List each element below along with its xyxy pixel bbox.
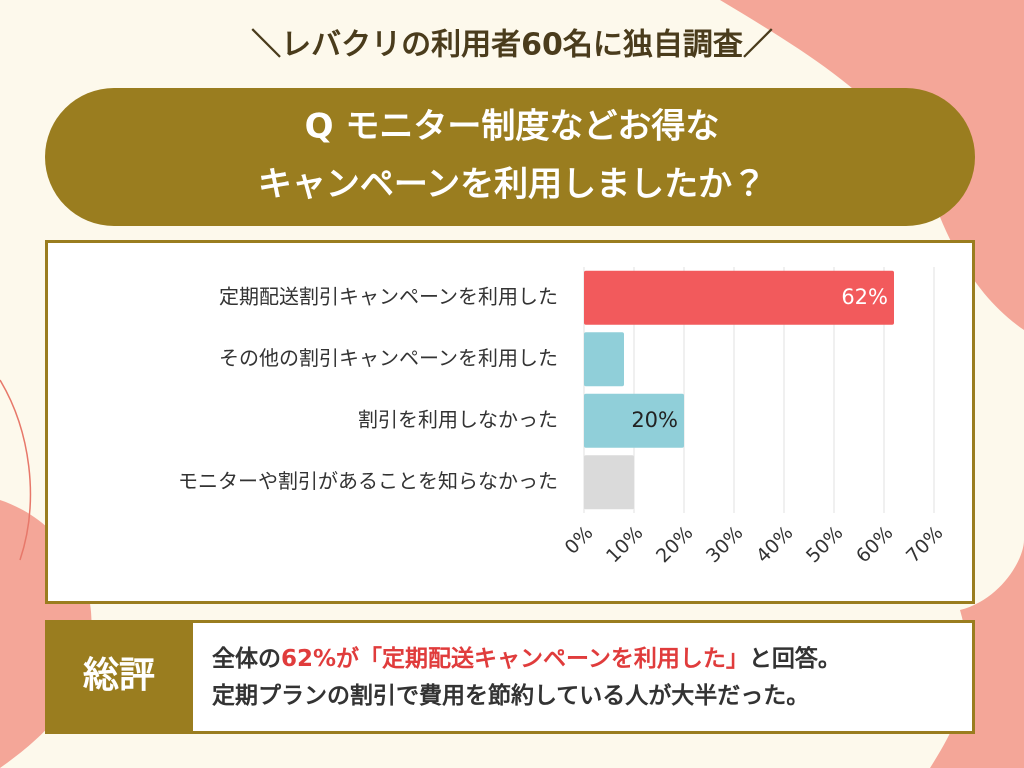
question-line: Q モニター制度などお得な: [305, 107, 720, 147]
question-banner: [45, 88, 975, 226]
decor-blob: [720, 0, 1024, 330]
bar: [584, 455, 634, 510]
summary-segment: 62%が「定期配送キャンペーンを利用した」: [281, 645, 749, 672]
summary-segment: と回答。: [749, 645, 841, 672]
summary-frame: [45, 620, 975, 734]
summary-line: 定期プランの割引で費用を節約している人が大半だった。: [212, 682, 809, 709]
bar: [584, 393, 684, 448]
summary-line: 全体の62%が「定期配送キャンペーンを利用した」と回答。: [212, 645, 841, 672]
data-label: 20%: [631, 408, 678, 432]
bar: [584, 332, 624, 387]
summary-label-box: [45, 620, 193, 734]
decor-line: [0, 379, 32, 561]
y-tick-label: その他の割引キャンペーンを利用した: [219, 346, 558, 370]
y-tick-label: 定期配送割引キャンペーンを利用した: [219, 284, 558, 308]
question-line: キャンペーンを利用しましたか？: [258, 165, 766, 205]
summary-segment: 全体の: [212, 646, 281, 672]
y-tick-label: 割引を利用しなかった: [358, 407, 558, 431]
summary-segment: 定期プランの割引で費用を節約している人が大半だった。: [212, 682, 809, 709]
decor-blob: [930, 540, 1024, 768]
summary-label: 総評: [83, 655, 155, 696]
data-label: 62%: [841, 285, 888, 309]
header-title: ＼レバクリの利用者60名に独自調査／: [251, 28, 773, 63]
y-tick-label: モニターや割引があることを知らなかった: [178, 469, 558, 493]
plot: 0% 10% 20% 30% 40% 50% 60% 70%定期配送割引キャンペーンを利用した…: [178, 267, 947, 567]
bar: [584, 270, 894, 325]
